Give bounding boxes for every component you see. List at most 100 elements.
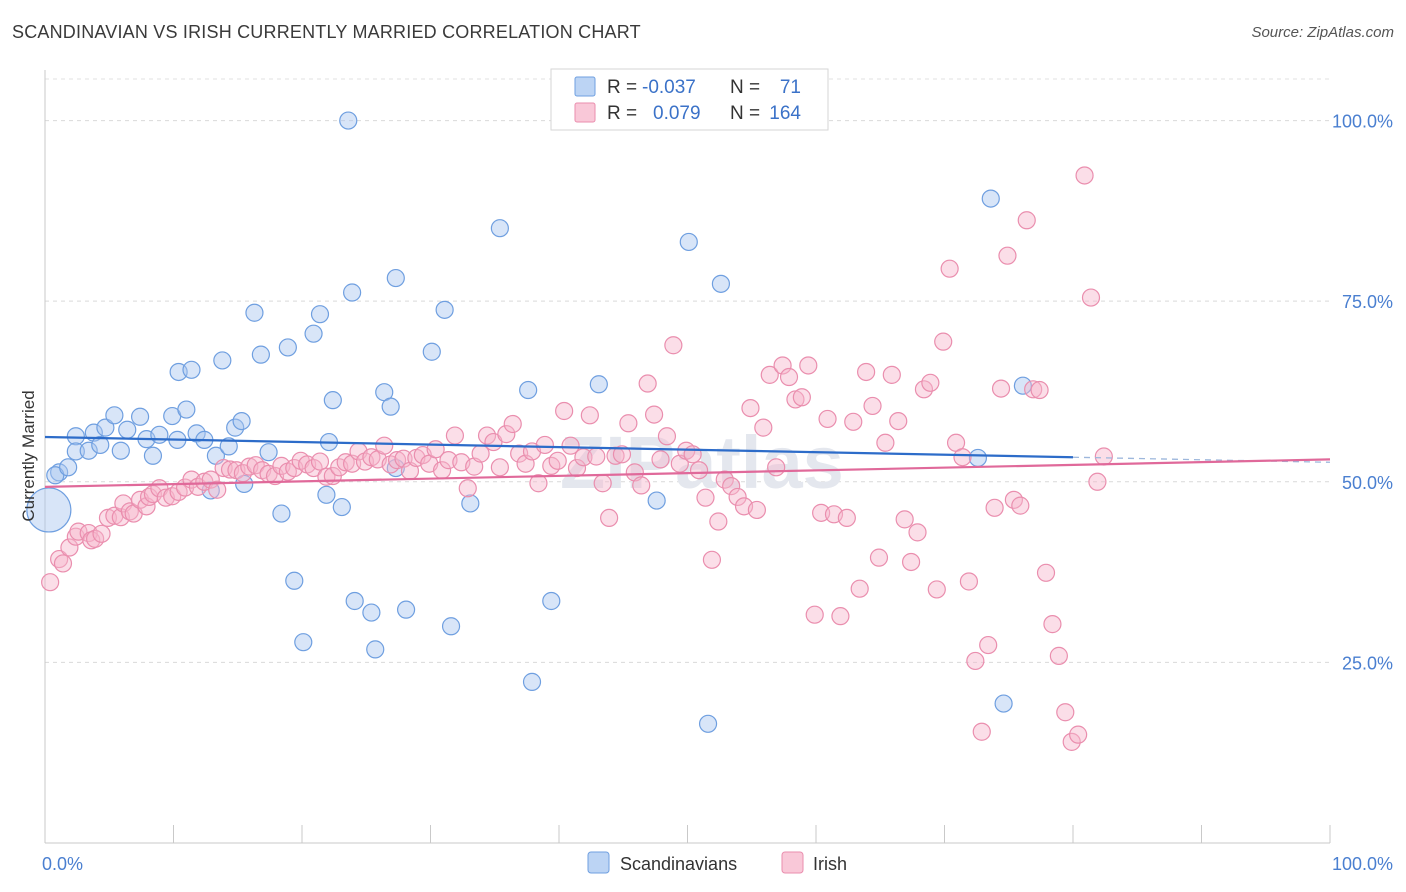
stats-r-label-scandinavians: R = <box>607 77 637 98</box>
scandinavian-point <box>542 591 561 611</box>
irish-point <box>702 550 722 569</box>
irish-point <box>844 412 863 431</box>
irish-point <box>535 435 554 455</box>
irish-point <box>497 425 516 444</box>
irish-point <box>574 448 593 467</box>
scandinavian-point <box>589 375 608 394</box>
legend-swatch-irish <box>781 851 804 874</box>
legend-label-irish: Irish <box>813 854 847 874</box>
x-tick-label: 0.0% <box>42 854 83 874</box>
scandinavian-point <box>1013 376 1032 395</box>
irish-point <box>53 554 73 573</box>
irish-point <box>998 246 1017 265</box>
scandinavian-point <box>441 617 461 636</box>
irish-point <box>837 508 856 528</box>
data-points <box>26 111 1113 751</box>
scandinavian-point <box>232 412 251 431</box>
irish-point <box>651 450 670 469</box>
y-tick-label: 25.0% <box>1342 653 1393 673</box>
irish-point <box>863 396 882 416</box>
scandinavian-point <box>343 283 362 302</box>
irish-point <box>490 458 509 477</box>
irish-point <box>767 458 786 477</box>
irish-point <box>959 572 979 591</box>
irish-point <box>747 500 766 520</box>
irish-point <box>773 356 792 375</box>
irish-point <box>664 336 683 355</box>
irish-point <box>587 447 606 466</box>
scandinavian-point <box>679 232 698 252</box>
scandinavian-point <box>177 400 196 419</box>
grid-lines <box>45 78 1330 663</box>
x-tick-label: 100.0% <box>1332 854 1393 874</box>
y-tick-label: 100.0% <box>1332 112 1393 132</box>
legend-label-scandinavians: Scandinavians <box>620 854 737 874</box>
irish-point <box>477 426 497 445</box>
irish-point <box>632 476 651 495</box>
irish-point <box>760 365 779 384</box>
irish-point <box>310 452 330 471</box>
irish-point <box>779 367 799 387</box>
stats-r-scandinavians: -0.037 <box>642 77 696 98</box>
irish-point <box>979 635 998 655</box>
irish-point <box>1062 732 1081 751</box>
irish-point <box>914 380 934 399</box>
irish-point <box>1088 472 1107 491</box>
irish-point <box>41 573 60 592</box>
irish-point <box>921 373 940 392</box>
scandinavian-point <box>285 571 304 590</box>
stats-r-irish: 0.079 <box>653 103 701 124</box>
stats-n-label-scandinavians: N = <box>730 77 760 98</box>
stats-box: R = -0.037 N = 71 R = 0.079 N = 164 <box>550 68 829 131</box>
stats-n-irish: 164 <box>769 103 801 124</box>
irish-point <box>561 436 580 455</box>
irish-point <box>869 548 889 567</box>
scandinavian-point <box>396 600 416 619</box>
tick-labels: 100.0% 75.0% 50.0% 25.0% 0.0% 100.0% <box>42 112 1393 874</box>
irish-point <box>503 414 522 434</box>
irish-point <box>1017 211 1036 230</box>
scandinavian-point <box>251 345 270 364</box>
legend-swatch-scandinavians <box>587 851 610 874</box>
scandinavian-point <box>143 446 163 465</box>
irish-point <box>876 433 895 452</box>
irish-point <box>927 580 946 599</box>
stats-swatch-scandinavians <box>574 76 596 97</box>
irish-point <box>600 508 619 528</box>
irish-point <box>1043 615 1062 634</box>
y-axis-label: Currently Married <box>19 390 38 521</box>
irish-point <box>1049 646 1068 665</box>
y-tick-label: 75.0% <box>1342 292 1393 312</box>
irish-point <box>741 398 760 418</box>
scandinavian-point <box>26 487 72 533</box>
irish-point <box>972 722 991 741</box>
irish-point <box>689 461 709 480</box>
scandinavian-point <box>381 397 400 416</box>
scandinavian-point <box>461 494 480 513</box>
chart-title: SCANDINAVIAN VS IRISH CURRENTLY MARRIED … <box>12 22 641 42</box>
irish-point <box>805 605 824 624</box>
irish-point <box>336 453 355 472</box>
scandinavian-point <box>59 458 78 477</box>
irish-point <box>901 552 921 572</box>
scandinavian-point <box>111 441 130 460</box>
irish-point <box>722 477 741 496</box>
legend: Scandinavians Irish <box>587 851 847 874</box>
irish-point <box>60 538 79 557</box>
irish-point <box>612 445 632 464</box>
irish-point <box>580 406 599 425</box>
irish-point <box>696 488 715 507</box>
irish-point <box>92 524 111 543</box>
irish-point <box>458 479 477 498</box>
scandinavian-point <box>362 603 381 622</box>
irish-point <box>831 607 850 626</box>
irish-point <box>940 259 959 278</box>
scandinavian-point <box>345 591 364 611</box>
scandinavian-point <box>994 694 1013 713</box>
irish-point <box>709 512 728 531</box>
irish-point <box>387 451 407 470</box>
scandinavian-point <box>435 300 454 319</box>
scandinavian-point <box>422 342 441 361</box>
scandinavian-point <box>304 324 323 343</box>
